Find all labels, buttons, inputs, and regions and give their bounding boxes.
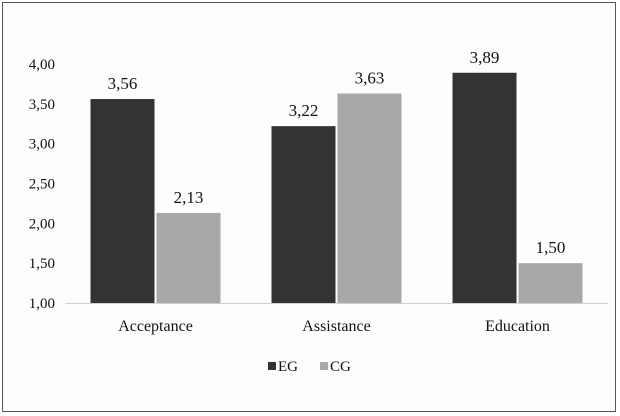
x-category-label: Acceptance [118, 318, 193, 335]
x-category-label: Education [485, 318, 550, 335]
legend-label: CG [330, 359, 351, 375]
data-label: 3,63 [355, 68, 385, 87]
legend-swatch-eg [268, 362, 276, 370]
y-tick-label: 1,50 [29, 256, 55, 272]
legend-label: EG [278, 359, 298, 375]
data-label: 1,50 [536, 238, 566, 257]
bar-eg [90, 99, 155, 303]
data-label: 2,13 [174, 188, 204, 207]
data-label: 3,89 [470, 48, 500, 67]
bar-eg [452, 72, 517, 303]
bar-cg [337, 93, 402, 303]
y-tick-label: 2,50 [29, 177, 55, 193]
bar-cg [518, 263, 583, 303]
chart-figure: 1,00 1,50 2,00 2,50 3,00 3,50 4,00 3,56 2,13 Acce… [2, 2, 616, 412]
bar-chart: 1,00 1,50 2,00 2,50 3,00 3,50 4,00 3,56 2,13 Acce… [29, 48, 608, 375]
y-tick-label: 3,00 [29, 137, 55, 153]
data-label: 3,22 [289, 101, 319, 120]
x-category-label: Assistance [302, 318, 370, 335]
legend-swatch-cg [320, 362, 328, 370]
bar-cg [156, 212, 221, 303]
bar-eg [271, 126, 336, 303]
y-tick-label: 2,00 [29, 216, 55, 232]
data-label: 3,56 [108, 74, 138, 93]
y-tick-label: 4,00 [29, 57, 55, 73]
y-tick-label: 1,00 [29, 296, 55, 312]
y-tick-label: 3,50 [29, 97, 55, 113]
